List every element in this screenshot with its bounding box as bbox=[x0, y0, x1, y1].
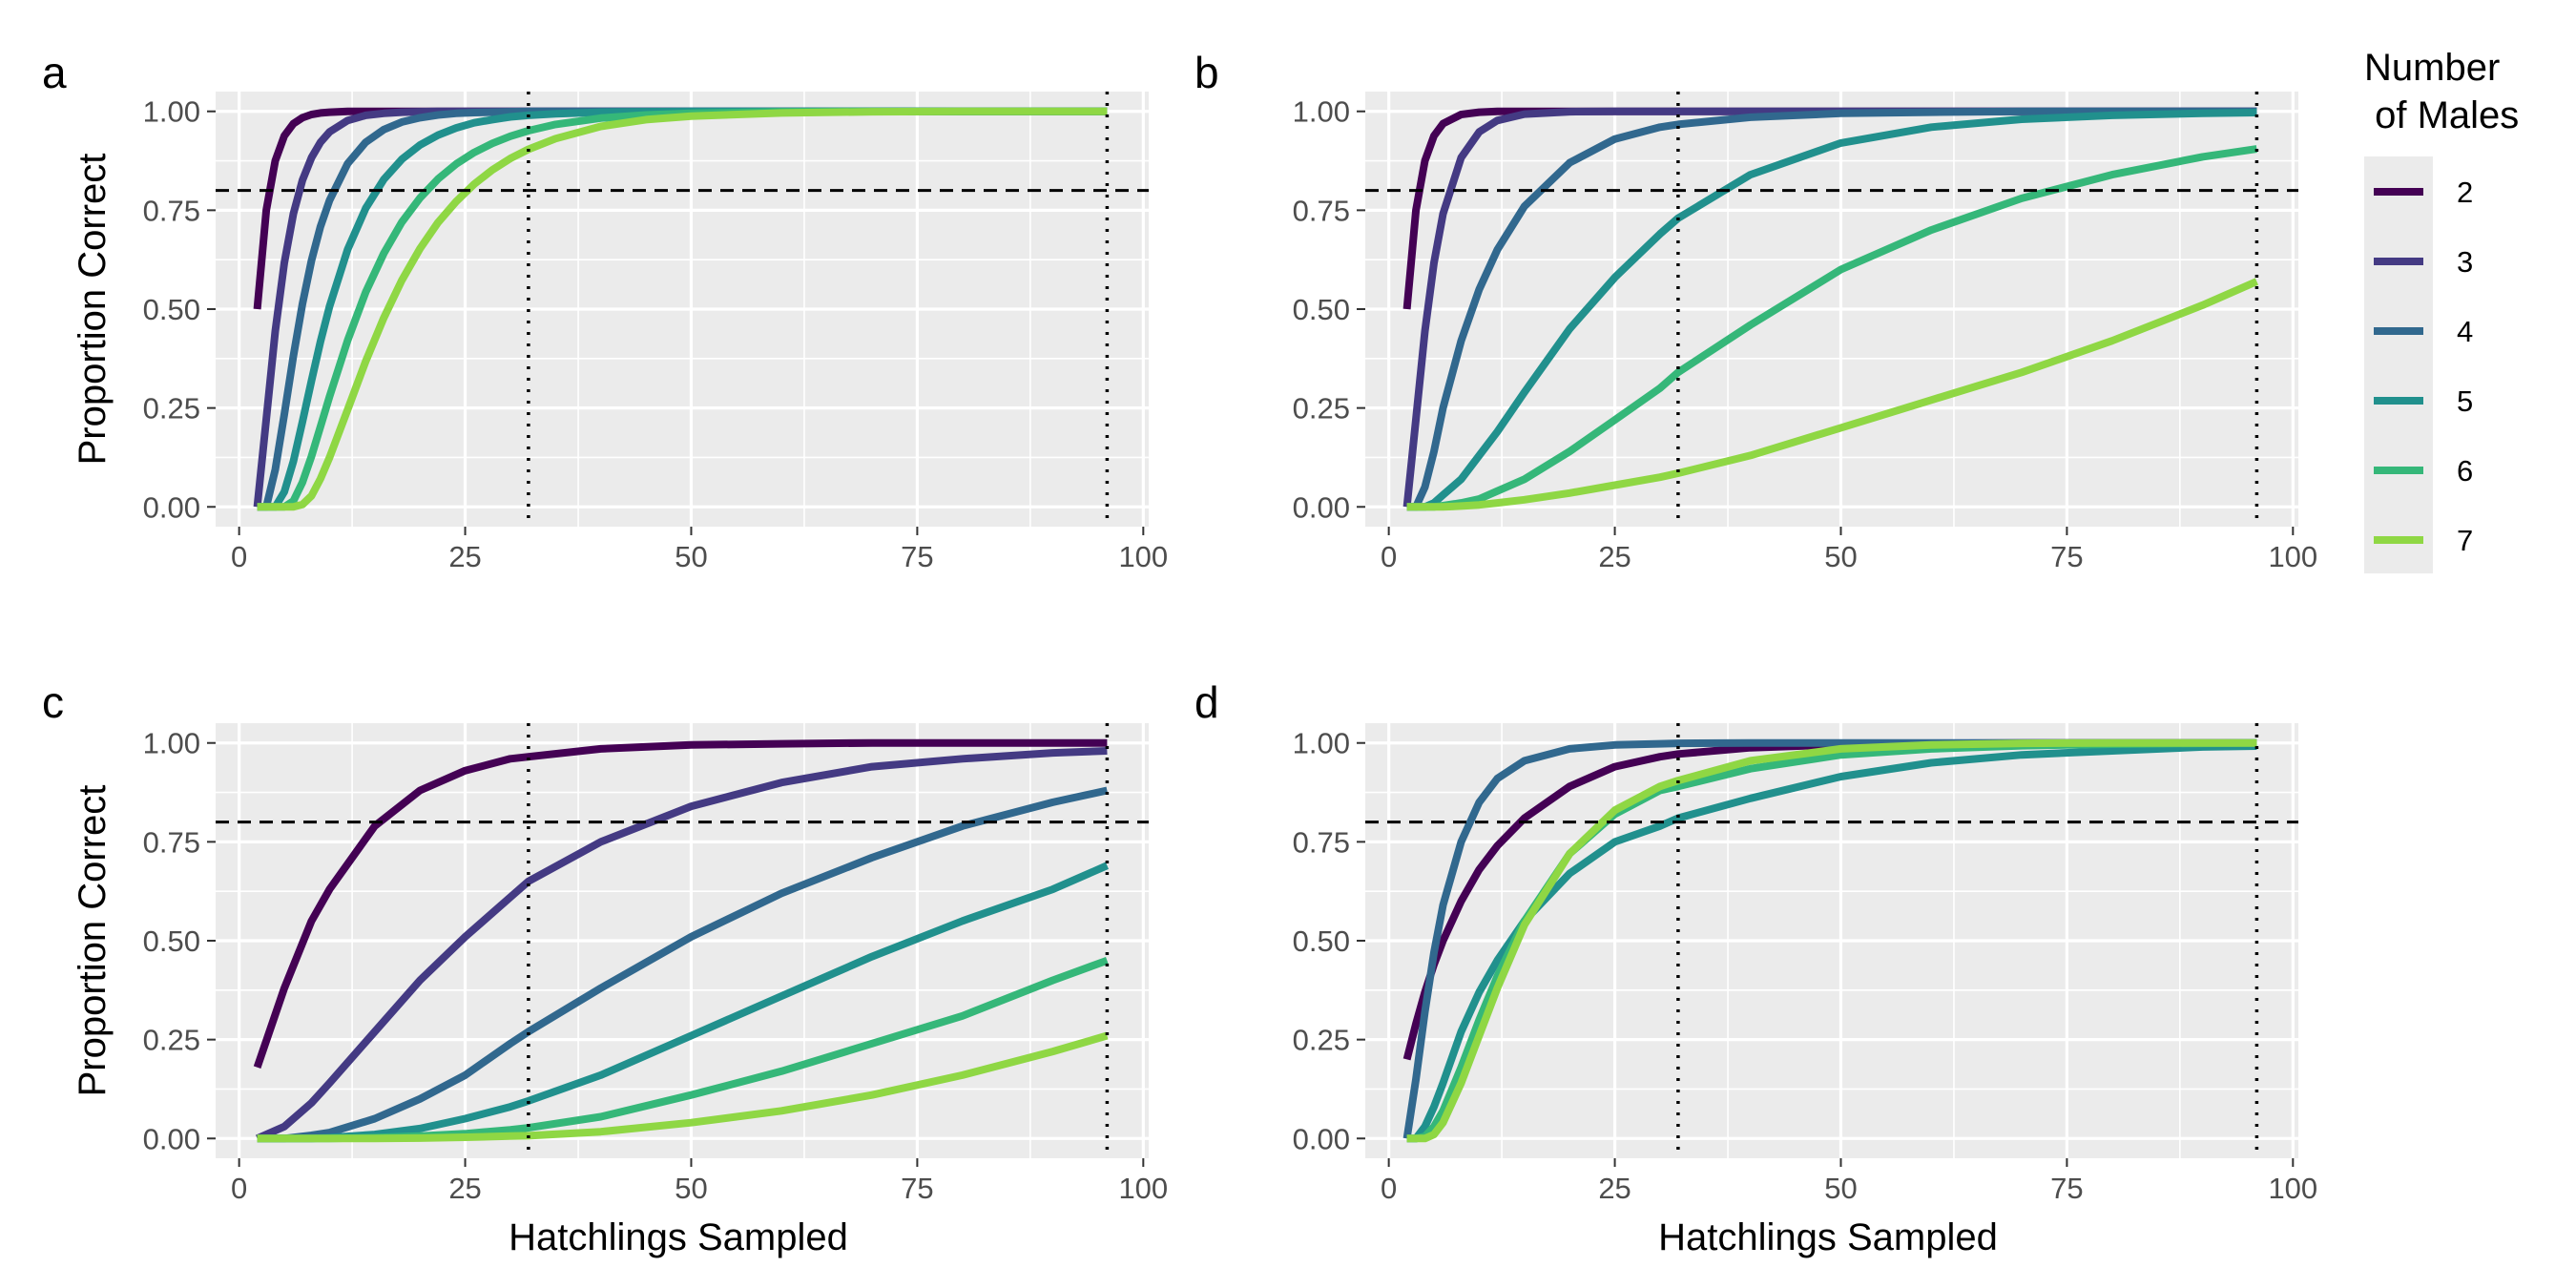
x-tick-label: 25 bbox=[1598, 540, 1631, 573]
legend: Number of Males 2 3 4 5 6 7 bbox=[2364, 47, 2519, 573]
y-tick-label: 0.75 bbox=[143, 825, 200, 859]
legend-label-6: 6 bbox=[2457, 454, 2473, 488]
legend-label-7: 7 bbox=[2457, 524, 2473, 557]
x-tick-label: 100 bbox=[1118, 1172, 1168, 1205]
series-line-2 bbox=[253, 738, 1108, 1069]
series-line-5 bbox=[1406, 742, 2257, 1143]
x-tick-label: 75 bbox=[901, 540, 933, 573]
panel-d: 0 25 50 75 100 0.00 0.25 0.50 0.75 1.00 d Hatchling… bbox=[1195, 677, 2317, 1258]
legend-key-background bbox=[2364, 156, 2433, 573]
legend-label-5: 5 bbox=[2457, 384, 2473, 418]
y-tick-label: 0.50 bbox=[143, 924, 200, 958]
panels: 0 25 50 75 100 0.00 0.25 0.50 0.75 1.00 a Proportio… bbox=[42, 48, 2317, 1258]
y-tick-label: 0.25 bbox=[143, 392, 200, 426]
y-axis-title: Proportion Correct bbox=[72, 785, 114, 1097]
x-tick-label: 0 bbox=[231, 1172, 247, 1205]
y-tick-label: 0.75 bbox=[1293, 194, 1350, 227]
y-tick-label: 0.50 bbox=[1293, 924, 1350, 958]
panel-tag: b bbox=[1195, 48, 1219, 97]
y-tick-label: 0.50 bbox=[143, 293, 200, 326]
x-tick-label: 75 bbox=[2050, 540, 2083, 573]
y-tick-label: 0.25 bbox=[1293, 392, 1350, 426]
x-tick-label: 0 bbox=[1381, 1172, 1397, 1205]
y-tick-label: 0.50 bbox=[1293, 293, 1350, 326]
series-line-7 bbox=[1406, 278, 2259, 511]
x-tick-label: 75 bbox=[901, 1172, 933, 1205]
series-line-4 bbox=[257, 786, 1109, 1143]
x-tick-label: 50 bbox=[675, 540, 707, 573]
x-tick-label: 100 bbox=[2268, 1172, 2317, 1205]
x-tick-label: 50 bbox=[675, 1172, 707, 1205]
x-tick-label: 50 bbox=[1824, 1172, 1857, 1205]
x-tick-label: 75 bbox=[2050, 1172, 2083, 1205]
y-tick-label: 0.00 bbox=[1293, 1122, 1350, 1155]
legend-label-3: 3 bbox=[2457, 245, 2473, 279]
x-tick-label: 100 bbox=[2268, 540, 2317, 573]
y-tick-label: 1.00 bbox=[1293, 95, 1350, 129]
y-tick-label: 0.00 bbox=[143, 490, 200, 524]
y-tick-label: 0.75 bbox=[1293, 825, 1350, 859]
panel-a: 0 25 50 75 100 0.00 0.25 0.50 0.75 1.00 a Proportio… bbox=[42, 48, 1168, 573]
x-tick-label: 25 bbox=[448, 1172, 481, 1205]
x-tick-label: 25 bbox=[448, 540, 481, 573]
x-axis-title: Hatchlings Sampled bbox=[509, 1216, 848, 1258]
legend-label-2: 2 bbox=[2457, 176, 2473, 209]
x-tick-label: 25 bbox=[1598, 1172, 1631, 1205]
series-line-7 bbox=[257, 107, 1108, 511]
y-tick-label: 0.00 bbox=[143, 1122, 200, 1155]
series-line-5 bbox=[1406, 109, 2257, 511]
panel-b: 0 25 50 75 100 0.00 0.25 0.50 0.75 1.00 b bbox=[1195, 48, 2317, 573]
legend-label-4: 4 bbox=[2457, 315, 2473, 348]
y-tick-label: 0.00 bbox=[1293, 490, 1350, 524]
x-tick-label: 100 bbox=[1118, 540, 1168, 573]
panel-tag: c bbox=[42, 677, 64, 727]
y-tick-label: 1.00 bbox=[143, 95, 200, 129]
legend-title-line2: of Males bbox=[2364, 94, 2519, 136]
series-line-4 bbox=[1406, 107, 2257, 511]
y-tick-label: 1.00 bbox=[1293, 727, 1350, 760]
x-tick-label: 50 bbox=[1824, 540, 1857, 573]
y-tick-label: 1.00 bbox=[143, 727, 200, 760]
y-tick-label: 0.25 bbox=[1293, 1024, 1350, 1057]
x-tick-label: 0 bbox=[1381, 540, 1397, 573]
legend-title-line1: Number bbox=[2364, 47, 2500, 89]
panel-tag: d bbox=[1195, 677, 1219, 727]
x-axis-title: Hatchlings Sampled bbox=[1658, 1216, 1998, 1258]
series-line-7 bbox=[1406, 738, 2257, 1143]
x-tick-label: 0 bbox=[231, 540, 247, 573]
panel-c: 0 25 50 75 100 0.00 0.25 0.50 0.75 1.00 c Proportio… bbox=[42, 677, 1168, 1258]
y-tick-label: 0.75 bbox=[143, 194, 200, 227]
series-line-7 bbox=[257, 1031, 1109, 1143]
y-tick-label: 0.25 bbox=[143, 1024, 200, 1057]
series-line-3 bbox=[255, 747, 1108, 1142]
y-axis-title: Proportion Correct bbox=[72, 154, 114, 466]
panel-tag: a bbox=[42, 48, 67, 97]
legend-items: 2 3 4 5 6 7 bbox=[2374, 176, 2473, 557]
